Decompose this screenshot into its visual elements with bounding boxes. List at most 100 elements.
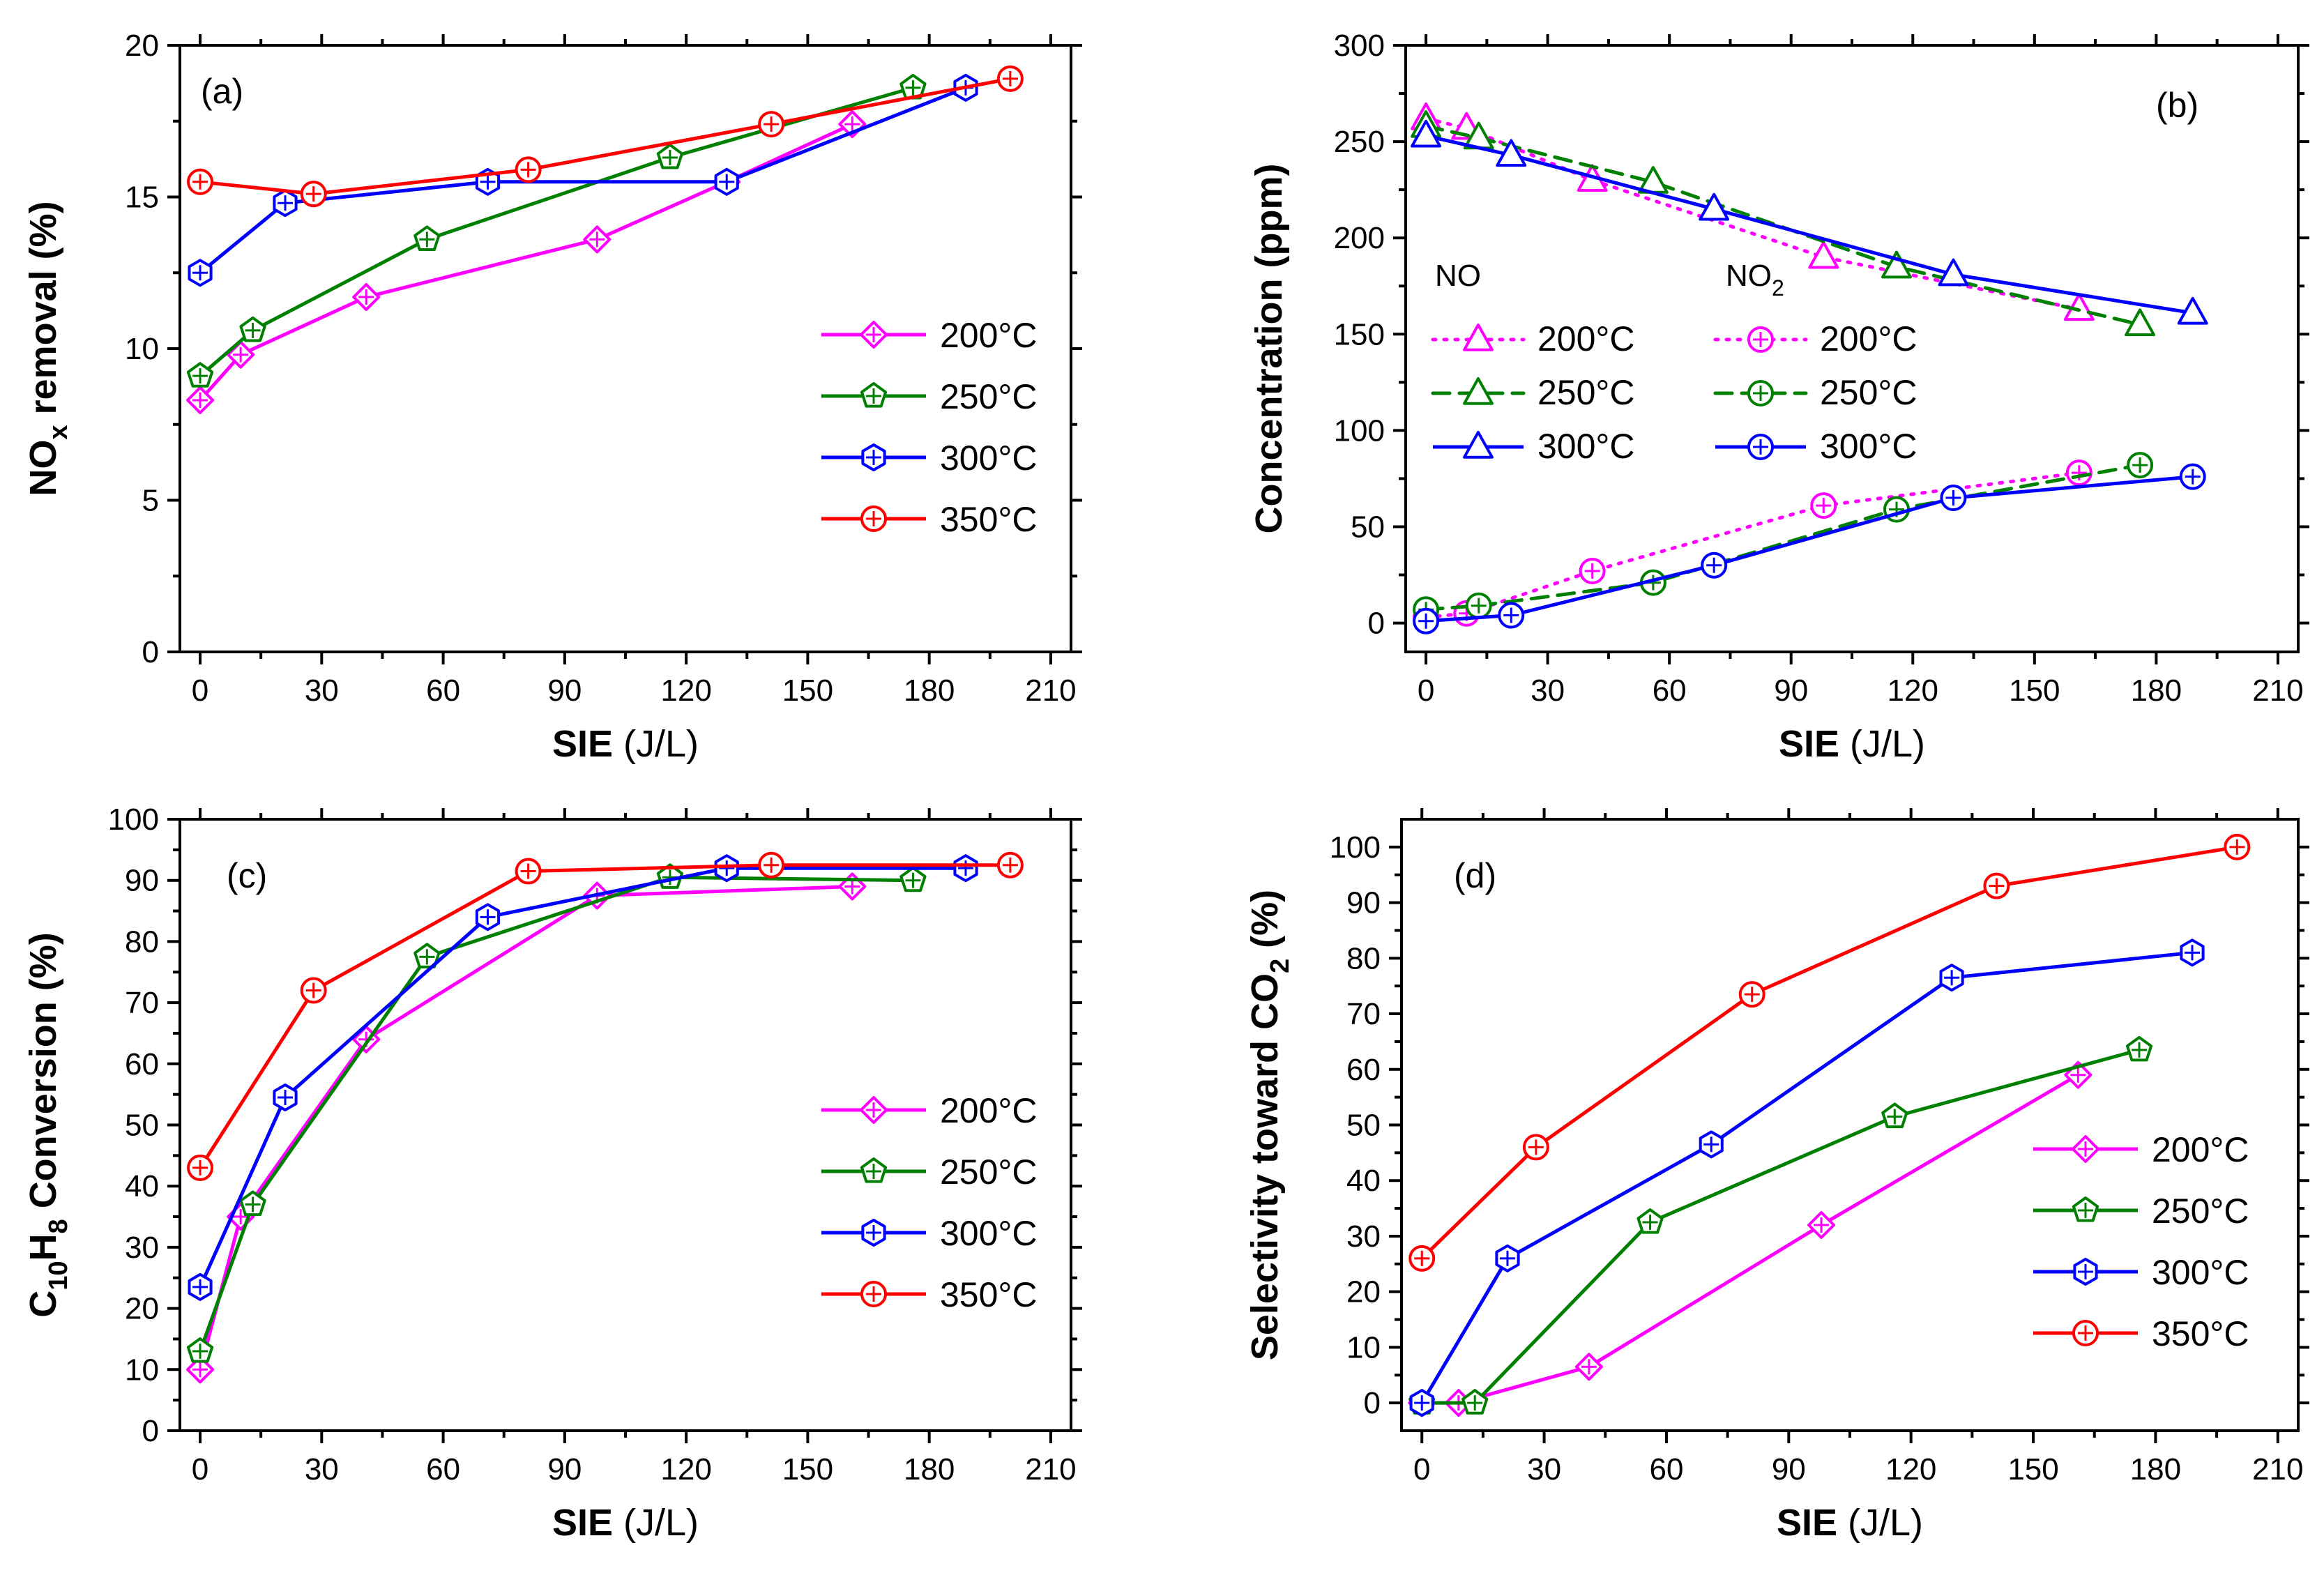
y-tick-label: 100	[1330, 830, 1381, 865]
x-tick-label: 0	[192, 674, 208, 708]
x-tick-label: 90	[547, 674, 582, 708]
legend-label: 300°C	[940, 439, 1038, 478]
plot-frame-a	[179, 44, 1072, 653]
y-tick-label: 30	[1346, 1219, 1381, 1254]
x-tick-label: 120	[660, 674, 711, 708]
y-axis-label-2: H	[22, 1233, 64, 1261]
x-tick-label: 150	[782, 674, 833, 708]
legend-label: 200°C	[1537, 319, 1635, 358]
series-3	[187, 851, 1024, 1181]
y-axis-rest: (ppm)	[1248, 164, 1290, 279]
y-tick-label: 100	[108, 803, 159, 837]
x-tick-label: 180	[904, 1452, 955, 1486]
y-axis-label: C	[22, 1291, 64, 1318]
y-tick-label: 80	[1346, 941, 1381, 975]
y-tick-label: 60	[125, 1047, 159, 1081]
panel-a: 0 30 60 90 120 150 180 210 0 5 10 15 20 SIE (J/L) NOx …	[22, 29, 1082, 765]
y-axis-title: Selectivity toward CO2 (%)	[1244, 890, 1295, 1360]
panel-label: (c)	[227, 856, 267, 895]
series-0	[1408, 1060, 2093, 1417]
x-axis-unit: (J/L)	[623, 723, 699, 765]
y-tick-label: 20	[125, 29, 159, 63]
x-axis-unit: (J/L)	[1848, 1502, 1923, 1544]
y-axis-subscript: 10	[44, 1261, 73, 1290]
plot-frame-c	[179, 818, 1072, 1432]
series-0	[186, 110, 867, 414]
y-axis-rest: (%)	[1244, 890, 1286, 959]
x-axis-title: SIE (J/L)	[1779, 723, 1925, 765]
y-tick-label: 20	[1346, 1275, 1381, 1309]
y-axis-subscript: x	[44, 425, 73, 439]
y-tick-label: 50	[1351, 510, 1385, 544]
legend-marker	[1463, 431, 1494, 459]
data-point	[2177, 296, 2208, 325]
series-line	[1424, 124, 2142, 326]
data-point	[1699, 192, 1730, 221]
panel-c: 0 30 60 90 120 150 180 210 0 10 20 30 40 50 60 70 80 90 10…	[22, 803, 1082, 1544]
series-2	[1411, 119, 2208, 325]
x-tick-label: 90	[1772, 1452, 1806, 1486]
series-1	[1411, 110, 2156, 337]
y-tick-label: 20	[125, 1292, 159, 1326]
y-axis-rest: removal (%)	[22, 201, 64, 425]
series-1	[186, 73, 927, 388]
x-tick-label: 90	[1774, 674, 1808, 708]
legend-label: 250°C	[940, 1153, 1038, 1192]
series-1	[186, 863, 927, 1363]
series-line	[198, 875, 913, 1352]
y-tick-label: 90	[1346, 886, 1381, 920]
x-axis-unit: (J/L)	[1850, 723, 1925, 765]
series-2	[1409, 938, 2205, 1417]
y-tick-label: 15	[125, 181, 159, 215]
y-tick-label: 10	[125, 1353, 159, 1387]
legend-label: 250°C	[1820, 373, 1917, 412]
y-tick-label: 80	[125, 925, 159, 959]
x-tick-label: 60	[1653, 674, 1687, 708]
x-tick-label: 210	[1025, 1452, 1076, 1486]
series-line	[1425, 475, 2193, 623]
series-line	[1420, 845, 2238, 1260]
series-line	[199, 86, 914, 378]
y-tick-label: 200	[1334, 221, 1385, 255]
data-point	[2125, 308, 2156, 337]
y-axis-label: Concentration	[1248, 278, 1290, 533]
series-line	[198, 866, 966, 1288]
legend-marker	[1463, 324, 1494, 351]
legend-marker	[1463, 377, 1494, 405]
y-tick-label: 10	[125, 332, 159, 366]
series-3	[1408, 833, 2251, 1272]
y-tick-label: 0	[1368, 607, 1385, 641]
series-0	[186, 872, 867, 1384]
x-tick-label: 120	[660, 1452, 711, 1486]
x-axis-title: SIE (J/L)	[552, 723, 699, 765]
legend-label: 200°C	[2152, 1130, 2249, 1169]
x-tick-label: 210	[2252, 1452, 2303, 1486]
x-tick-label: 210	[1025, 674, 1076, 708]
data-point	[1938, 258, 1969, 287]
y-axis-title: Concentration (ppm)	[1248, 164, 1290, 534]
y-tick-label: 70	[1346, 997, 1381, 1031]
data-point	[1881, 250, 1912, 279]
legend-label: 300°C	[1820, 427, 1917, 466]
panel-label: (d)	[1454, 856, 1496, 895]
legend-group-header: NO2	[1726, 259, 1784, 301]
legend-d: 200°C 250°C 300°C 350°C	[2033, 1130, 2249, 1353]
y-tick-label: 0	[1364, 1386, 1381, 1420]
legend-label: 250°C	[940, 377, 1038, 416]
legend-group-subscript: 2	[1772, 275, 1784, 301]
y-axis-title: C10H8 Conversion (%)	[22, 932, 73, 1317]
x-axis-space	[1839, 723, 1850, 765]
data-point	[1496, 139, 1527, 167]
y-axis-subscript-2: 8	[44, 1219, 73, 1233]
legend-label: 200°C	[1820, 319, 1917, 358]
legend-label: 350°C	[940, 1275, 1038, 1314]
x-tick-label: 90	[547, 1452, 582, 1486]
y-tick-label: 0	[142, 635, 159, 669]
series-4	[1413, 452, 2154, 623]
x-axis-label: SIE	[552, 1502, 613, 1544]
x-tick-label: 30	[305, 674, 339, 708]
legend-group-title: NO	[1726, 259, 1772, 293]
x-axis-label: SIE	[1777, 1502, 1837, 1544]
series-line	[198, 885, 853, 1370]
legend-label: 350°C	[2152, 1314, 2249, 1353]
